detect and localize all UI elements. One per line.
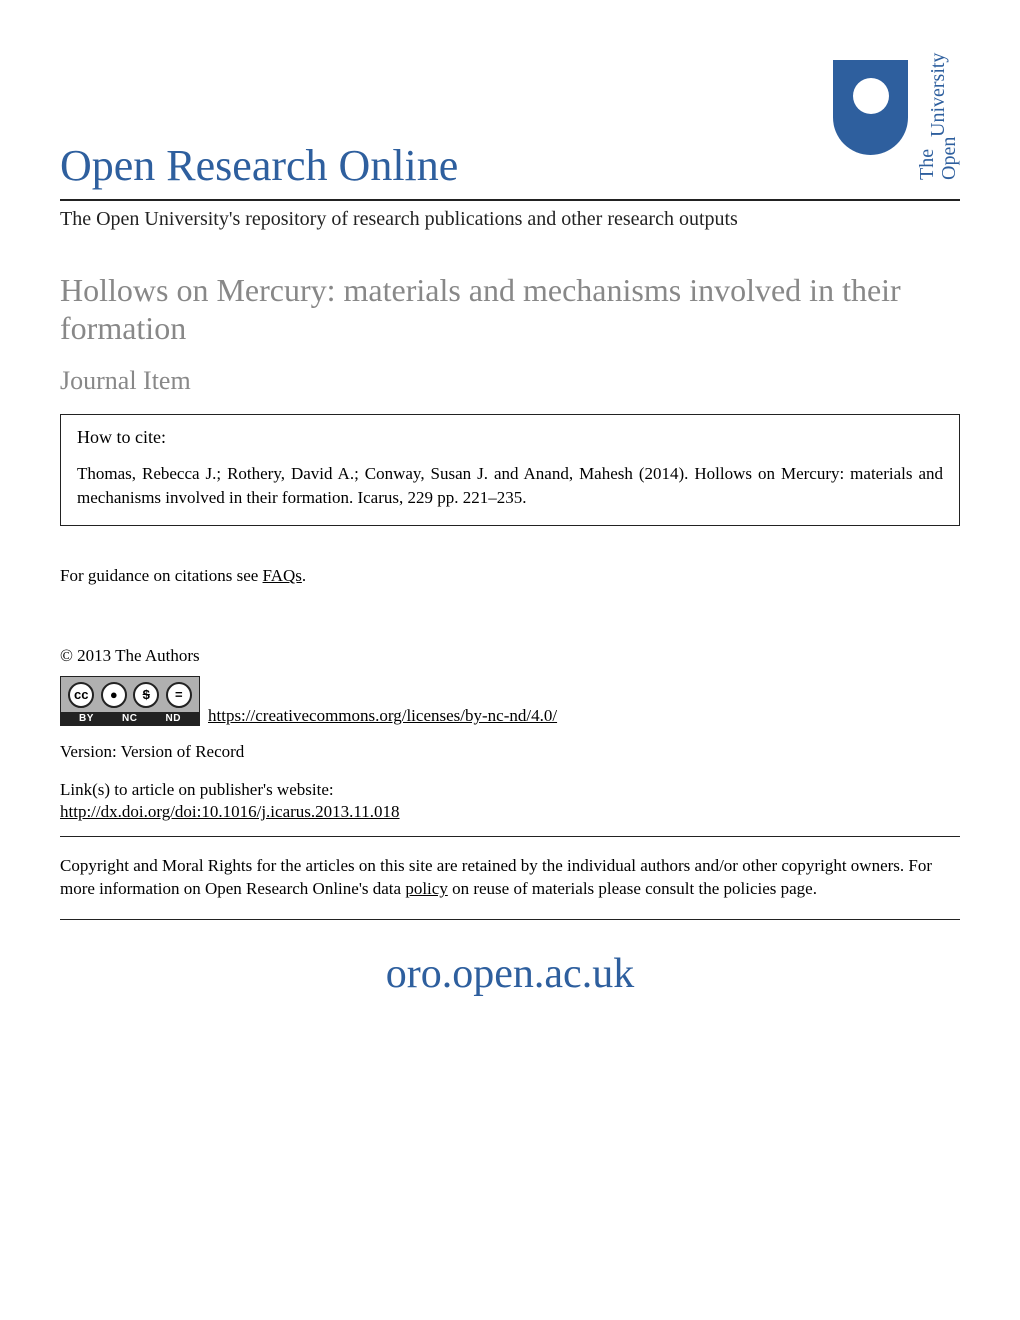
cc-badge-icon: cc ● $ = BY NC ND — [60, 676, 200, 726]
nd-icon: = — [166, 682, 192, 708]
copyright-text: © 2013 The Authors — [60, 646, 960, 666]
divider — [60, 919, 960, 920]
univ-line2: University — [927, 52, 949, 136]
guidance-prefix: For guidance on citations see — [60, 566, 263, 585]
cc-label-nc: NC — [122, 713, 137, 724]
divider — [60, 836, 960, 837]
rights-text: Copyright and Moral Rights for the artic… — [60, 855, 960, 901]
guidance-suffix: . — [302, 566, 306, 585]
university-name: The Open University — [916, 60, 960, 180]
license-link[interactable]: https://creativecommons.org/licenses/by-… — [208, 706, 557, 726]
cc-label-nd: ND — [166, 713, 181, 724]
faqs-link[interactable]: FAQs — [263, 566, 302, 585]
cc-icons: cc ● $ = — [61, 677, 199, 712]
item-type: Journal Item — [60, 366, 960, 396]
citation-box: How to cite: Thomas, Rebecca J.; Rothery… — [60, 414, 960, 527]
article-title: Hollows on Mercury: materials and mechan… — [60, 271, 960, 348]
cite-text: Thomas, Rebecca J.; Rothery, David A.; C… — [77, 462, 943, 510]
doi-link[interactable]: http://dx.doi.org/doi:10.1016/j.icarus.2… — [60, 802, 400, 822]
cc-label-by: BY — [79, 713, 94, 724]
divider — [60, 199, 960, 201]
univ-line1: The Open — [916, 137, 960, 180]
links-label: Link(s) to article on publisher's websit… — [60, 780, 960, 800]
cc-labels: BY NC ND — [61, 712, 199, 725]
license-row: cc ● $ = BY NC ND https://creativecommon… — [60, 676, 960, 726]
header-row: Open Research Online The Open University — [60, 60, 960, 191]
logo-block: The Open University — [833, 60, 960, 180]
guidance-text: For guidance on citations see FAQs. — [60, 566, 960, 586]
by-icon: ● — [101, 682, 127, 708]
cite-label: How to cite: — [77, 427, 943, 448]
policy-link[interactable]: policy — [405, 879, 448, 898]
main-title: Open Research Online — [60, 140, 458, 191]
shield-icon — [833, 60, 908, 155]
rights-suffix: on reuse of materials please consult the… — [448, 879, 817, 898]
version-text: Version: Version of Record — [60, 742, 960, 762]
repository-subtitle: The Open University's repository of rese… — [60, 207, 960, 231]
footer-url[interactable]: oro.open.ac.uk — [60, 950, 960, 998]
nc-icon: $ — [133, 682, 159, 708]
cc-icon: cc — [68, 682, 94, 708]
